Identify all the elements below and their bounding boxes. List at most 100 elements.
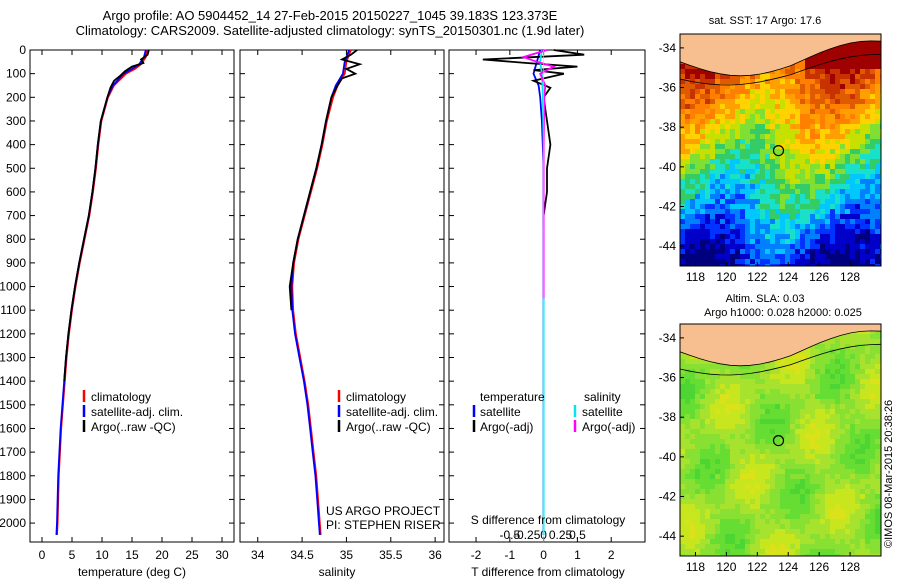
heatmap-cell [775,539,781,545]
heatmap-cell [820,84,826,90]
heatmap-cell [840,339,846,345]
heatmap-cell [735,399,741,405]
heatmap-cell [680,174,686,180]
heatmap-cell [700,369,706,375]
heatmap-cell [695,514,701,520]
heatmap-cell [695,259,701,265]
heatmap-cell [875,229,881,235]
heatmap-cell [840,434,846,440]
heatmap-cell [825,259,831,265]
heatmap-cell [680,359,686,365]
heatmap-cell [775,234,781,240]
heatmap-cell [705,119,711,125]
heatmap-cell [870,409,876,415]
heatmap-cell [805,194,811,200]
heatmap-cell [850,444,856,450]
heatmap-cell [865,414,871,420]
heatmap-cell [715,479,721,485]
heatmap-cell [690,194,696,200]
heatmap-cell [715,169,721,175]
heatmap-cell [775,499,781,505]
heatmap-cell [780,399,786,405]
heatmap-cell [795,154,801,160]
heatmap-cell [710,209,716,215]
heatmap-cell [720,429,726,435]
heatmap-cell [725,519,731,525]
heatmap-cell [875,444,881,450]
heatmap-cell [855,149,861,155]
heatmap-cell [720,394,726,400]
heatmap-cell [770,409,776,415]
heatmap-cell [790,264,796,266]
heatmap-cell [785,239,791,245]
heatmap-cell [815,89,821,95]
heatmap-cell [850,529,856,535]
heatmap-cell [720,554,726,556]
heatmap-cell [860,359,866,365]
heatmap-cell [745,399,751,405]
heatmap-cell [715,464,721,470]
heatmap-cell [735,424,741,430]
heatmap-cell [805,144,811,150]
x2-tick-label: 0.25 [549,528,573,542]
heatmap-cell [725,399,731,405]
heatmap-cell [805,499,811,505]
heatmap-cell [685,104,691,110]
heatmap-cell [825,224,831,230]
heatmap-cell [745,144,751,150]
heatmap-cell [760,394,766,400]
heatmap-cell [825,254,831,260]
project-label: US ARGO PROJECT [326,504,441,518]
heatmap-cell [730,469,736,475]
heatmap-cell [740,364,746,370]
heatmap-cell [770,229,776,235]
heatmap-cell [775,479,781,485]
heatmap-cell [725,174,731,180]
heatmap-cell [800,124,806,130]
heatmap-cell [865,554,871,556]
heatmap-cell [855,499,861,505]
heatmap-cell [795,419,801,425]
heatmap-cell [760,239,766,245]
heatmap-cell [750,244,756,250]
heatmap-cell [840,54,846,60]
heatmap-cell [755,539,761,545]
heatmap-cell [765,229,771,235]
heatmap-cell [810,449,816,455]
heatmap-cell [795,184,801,190]
heatmap-cell [725,389,731,395]
heatmap-cell [795,79,801,85]
heatmap-cell [715,389,721,395]
heatmap-cell [875,99,881,105]
heatmap-cell [845,194,851,200]
heatmap-cell [735,254,741,260]
heatmap-cell [820,464,826,470]
land-mask [680,324,881,367]
heatmap-cell [865,489,871,495]
heatmap-cell [770,214,776,220]
heatmap-cell [810,469,816,475]
heatmap-cell [745,234,751,240]
heatmap-cell [740,139,746,145]
heatmap-cell [815,474,821,480]
difference-xlabel: T difference from climatology [471,565,625,579]
heatmap-cell [715,379,721,385]
heatmap-cell [770,104,776,110]
heatmap-cell [865,474,871,480]
heatmap-cell [680,144,686,150]
heatmap-cell [850,394,856,400]
heatmap-cell [865,119,871,125]
heatmap-cell [875,59,881,65]
heatmap-cell [705,404,711,410]
heatmap-cell [680,369,686,375]
heatmap-cell [705,114,711,120]
heatmap-cell [745,519,751,525]
heatmap-cell [850,424,856,430]
heatmap-cell [875,434,881,440]
heatmap-cell [715,209,721,215]
heatmap-cell [765,79,771,85]
heatmap-cell [830,99,836,105]
heatmap-cell [745,94,751,100]
heatmap-cell [820,534,826,540]
heatmap-cell [770,184,776,190]
